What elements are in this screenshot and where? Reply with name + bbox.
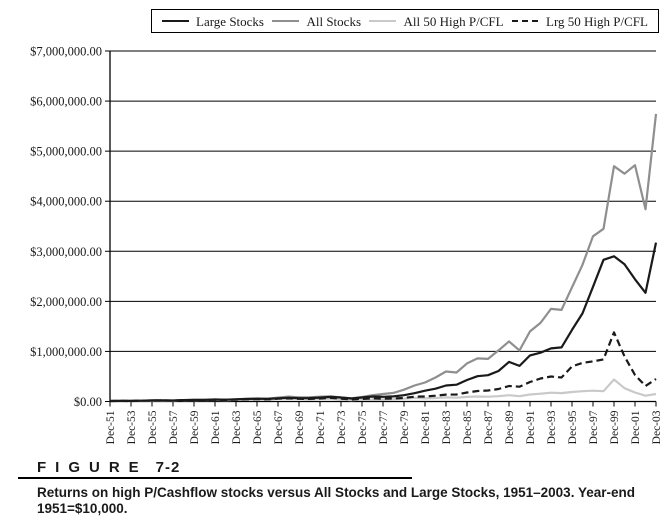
y-tick-label: $1,000,000.00 (30, 345, 102, 359)
x-tick-label: Dec-63 (231, 410, 243, 444)
legend-item-all-50-high-pcfl: All 50 High P/CFL (369, 13, 504, 29)
figure-heading-rule (18, 477, 412, 480)
figure-heading-word: FIGURE (37, 459, 148, 476)
x-tick-label: Dec-03 (651, 410, 663, 444)
series-line-large-stocks (109, 242, 658, 403)
legend-item-all-stocks: All Stocks (272, 15, 361, 28)
y-tick-label: $4,000,000.00 (30, 195, 102, 209)
x-tick-label: Dec-79 (399, 410, 411, 444)
figure-heading-number: 7-2 (155, 459, 181, 476)
y-tick-label: $2,000,000.00 (30, 295, 102, 309)
y-tick-label: $3,000,000.00 (30, 245, 102, 259)
x-tick-label: Dec-57 (168, 410, 180, 444)
x-tick-label: Dec-77 (378, 410, 390, 444)
legend-line-sample-large-stocks-icon (162, 19, 189, 23)
x-tick-label: Dec-83 (441, 410, 453, 444)
series-line-lrg-50-high-p-cfl (109, 331, 657, 403)
x-tick-label: Dec-53 (126, 410, 138, 444)
x-tick-label: Dec-51 (105, 410, 117, 444)
figure-caption: Returns on high P/Cashflow stocks versus… (37, 485, 635, 517)
x-tick-label: Dec-61 (210, 410, 222, 444)
legend-label-all-50-high-pcfl: All 50 High P/CFL (403, 13, 504, 29)
x-tick-label: Dec-75 (357, 410, 369, 444)
x-tick-label: Dec-85 (462, 410, 474, 444)
series-line-all-stocks (109, 113, 658, 403)
chart-legend: Large Stocks All Stocks All 50 High P/CF… (151, 9, 659, 33)
x-tick-label: Dec-91 (525, 410, 537, 444)
x-tick-label: Dec-87 (483, 410, 495, 444)
x-tick-label: Dec-81 (420, 410, 432, 444)
legend-line-sample-all-stocks-icon (272, 19, 300, 23)
legend-item-large-stocks: Large Stocks (162, 15, 264, 28)
legend-line-sample-lrg-50-high-pcfl-icon (512, 19, 539, 23)
y-tick-label: $5,000,000.00 (30, 145, 102, 159)
line-chart-plot-area: $0.00 $1,000,000.00 $2,000,000.00 $3,000,00… (30, 45, 663, 445)
x-tick-label: Dec-89 (504, 410, 516, 444)
x-tick-label: Dec-69 (294, 410, 306, 444)
y-tick-label: $0.00 (74, 395, 102, 409)
y-tick-label: $7,000,000.00 (30, 45, 102, 59)
x-tick-label: Dec-65 (252, 410, 264, 444)
legend-item-lrg-50-high-pcfl: Lrg 50 High P/CFL (512, 15, 648, 28)
x-tick-label: Dec-55 (147, 410, 159, 444)
legend-label-large-stocks: Large Stocks (196, 13, 264, 29)
x-tick-label: Dec-59 (189, 410, 201, 444)
x-tick-label: Dec-01 (630, 410, 642, 444)
x-tick-label: Dec-99 (609, 410, 621, 444)
x-tick-label: Dec-95 (567, 410, 579, 444)
y-tick-label: $6,000,000.00 (30, 95, 102, 109)
legend-label-lrg-50-high-pcfl: Lrg 50 High P/CFL (546, 13, 648, 29)
x-tick-label: Dec-67 (273, 410, 285, 444)
x-tick-label: Dec-73 (336, 410, 348, 444)
x-tick-label: Dec-93 (546, 410, 558, 444)
legend-label-all-stocks: All Stocks (306, 13, 362, 29)
legend-line-sample-all-50-high-pcfl-icon (369, 19, 397, 23)
figure-heading: FIGURE 7-2 (37, 459, 180, 476)
x-tick-label: Dec-97 (588, 410, 600, 444)
x-tick-label: Dec-71 (315, 410, 327, 444)
